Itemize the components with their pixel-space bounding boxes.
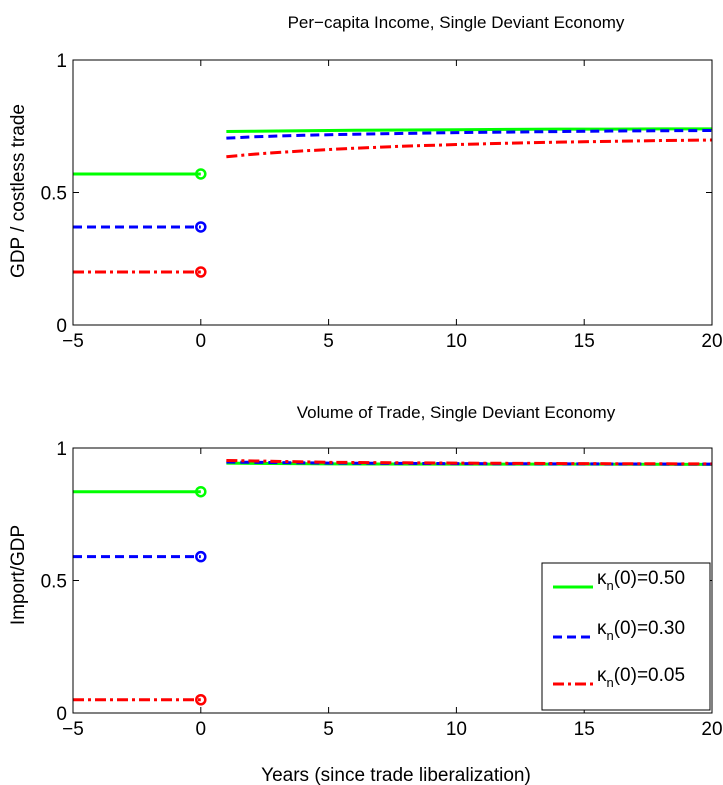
x-tick-label: 15 xyxy=(574,719,595,740)
series-line-post xyxy=(226,458,713,466)
x-tick-label: −5 xyxy=(62,331,84,352)
legend-label: κn(0)=0.05 xyxy=(597,665,685,690)
y-axis-label: Import/GDP xyxy=(8,525,29,625)
y-tick-label: 0 xyxy=(56,704,67,725)
y-tick-label: 0 xyxy=(56,316,67,337)
series-line-post xyxy=(226,138,713,159)
chart-volume-of-trade: Volume of Trade, Single Deviant Economy … xyxy=(8,403,723,785)
legend: κn(0)=0.50 κn(0)=0.30 κn(0)=0.05 xyxy=(541,562,711,711)
x-tick-label: 20 xyxy=(701,331,722,352)
chart-title: Volume of Trade, Single Deviant Economy xyxy=(297,403,616,422)
plot-frame xyxy=(72,59,713,326)
series-endpoint-marker xyxy=(195,694,207,706)
legend-entry: κn(0)=0.05 xyxy=(553,665,685,690)
plot-frame xyxy=(72,447,713,714)
series-endpoint-marker xyxy=(195,266,207,278)
x-tick-label: 15 xyxy=(574,331,595,352)
legend-label: κn(0)=0.30 xyxy=(597,618,685,643)
x-tick-label: 5 xyxy=(323,331,334,352)
x-tick-label: 10 xyxy=(446,331,467,352)
series-endpoint-marker xyxy=(195,550,207,563)
x-tick-label: 5 xyxy=(323,719,334,740)
chart-title: Per−capita Income, Single Deviant Econom… xyxy=(288,13,625,32)
series-endpoint-marker xyxy=(195,221,207,233)
x-axis-label: Years (since trade liberalization) xyxy=(261,765,531,785)
x-tick-label: −5 xyxy=(62,719,84,740)
y-tick-label: 0.5 xyxy=(41,184,67,205)
chart-per-capita-income: Per−capita Income, Single Deviant Econom… xyxy=(8,13,723,352)
y-tick-label: 1 xyxy=(56,439,67,460)
y-tick-label: 1 xyxy=(56,51,67,72)
y-tick-label: 0.5 xyxy=(41,572,67,593)
legend-label: κn(0)=0.50 xyxy=(597,568,685,593)
y-axis-label: GDP / costless trade xyxy=(8,104,29,278)
x-tick-label: 0 xyxy=(196,331,207,352)
series-endpoint-marker xyxy=(195,168,207,180)
x-tick-label: 20 xyxy=(701,719,722,740)
legend-entry: κn(0)=0.30 xyxy=(553,618,685,643)
series-line-post xyxy=(226,128,713,140)
x-tick-label: 0 xyxy=(196,719,207,740)
x-tick-label: 10 xyxy=(446,719,467,740)
series-line-post xyxy=(226,127,712,134)
series-endpoint-marker xyxy=(195,485,207,498)
legend-entry: κn(0)=0.50 xyxy=(553,568,685,593)
